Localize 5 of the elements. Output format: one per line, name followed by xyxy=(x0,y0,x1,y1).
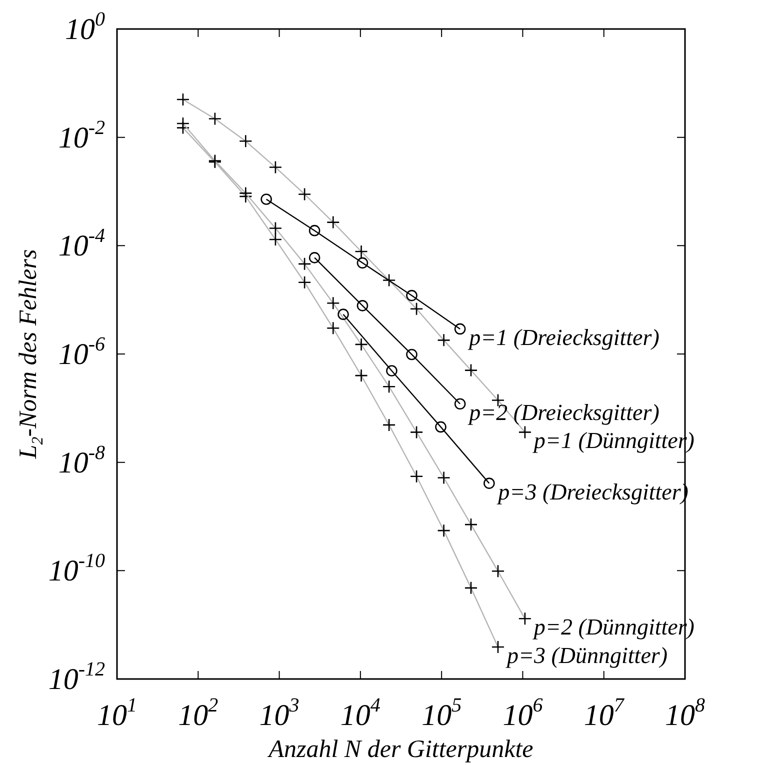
series-label: p=3 (Dünngitter) xyxy=(504,642,668,668)
series-label: p=1 (Dreiecksgitter) xyxy=(467,324,660,350)
series-label: p=2 (Dreiecksgitter) xyxy=(467,400,660,425)
y-axis-title: L2-Norm des Fehlers xyxy=(15,249,46,460)
x-axis-title: Anzahl N der Gitterpunkte xyxy=(266,736,534,763)
